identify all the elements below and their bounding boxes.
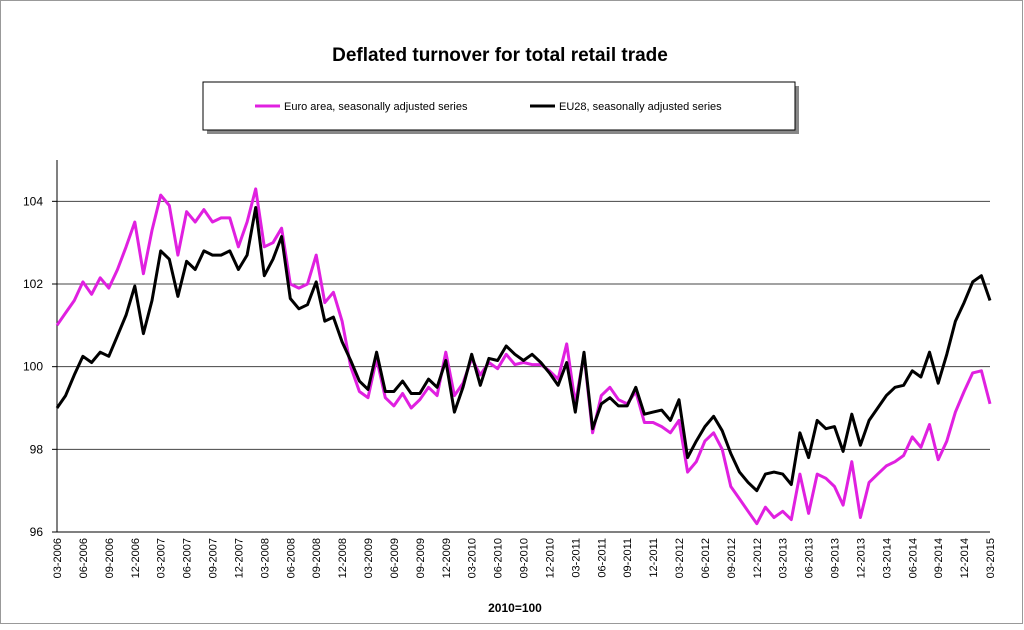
- x-tick-label: 03-2010: [467, 538, 479, 578]
- x-tick-label: 03-2014: [881, 538, 893, 578]
- x-tick-label: 03-2012: [674, 538, 686, 578]
- x-tick-label: 12-2009: [441, 538, 453, 578]
- x-tick-label: 06-2006: [78, 538, 90, 578]
- x-tick-label: 06-2011: [596, 538, 608, 578]
- x-tick-label: 12-2012: [752, 538, 764, 578]
- x-tick-label: 12-2011: [648, 538, 660, 578]
- x-tick-label: 06-2009: [389, 538, 401, 578]
- y-tick-label: 96: [30, 525, 44, 539]
- x-tick-label: 06-2012: [700, 538, 712, 578]
- x-tick-label: 12-2008: [337, 538, 349, 578]
- y-tick-label: 98: [30, 442, 44, 456]
- x-tick-label: 06-2008: [285, 538, 297, 578]
- x-tick-label: 06-2013: [804, 538, 816, 578]
- x-tick-label: 12-2013: [855, 538, 867, 578]
- series-line: [55, 206, 992, 493]
- x-tick-label: 12-2007: [233, 538, 245, 578]
- x-tick-label: 03-2013: [778, 538, 790, 578]
- x-tick-label: 12-2010: [544, 538, 556, 578]
- x-tick-label: 03-2008: [259, 538, 271, 578]
- x-tick-label: 03-2007: [156, 538, 168, 578]
- legend-label: EU28, seasonally adjusted series: [559, 101, 722, 113]
- x-tick-label: 03-2006: [52, 538, 64, 578]
- x-axis-label: 2010=100: [488, 601, 542, 615]
- series-line: [55, 187, 992, 526]
- x-tick-label: 09-2007: [208, 538, 220, 578]
- x-tick-label: 06-2014: [907, 538, 919, 578]
- x-tick-label: 09-2012: [726, 538, 738, 578]
- x-tick-label: 09-2006: [104, 538, 116, 578]
- y-tick-label: 102: [23, 277, 43, 291]
- x-tick-label: 12-2006: [130, 538, 142, 578]
- x-tick-label: 03-2009: [363, 538, 375, 578]
- x-tick-label: 09-2014: [933, 538, 945, 578]
- x-tick-label: 06-2007: [182, 538, 194, 578]
- x-tick-label: 09-2008: [311, 538, 323, 578]
- x-tick-label: 12-2014: [959, 538, 971, 578]
- y-tick-label: 104: [23, 194, 43, 208]
- chart-title: Deflated turnover for total retail trade: [332, 45, 668, 66]
- legend-label: Euro area, seasonally adjusted series: [284, 101, 468, 113]
- y-tick-label: 100: [23, 360, 43, 374]
- x-tick-label: 09-2009: [415, 538, 427, 578]
- x-tick-label: 09-2010: [519, 538, 531, 578]
- x-tick-label: 09-2013: [830, 538, 842, 578]
- x-tick-label: 03-2011: [570, 538, 582, 578]
- x-tick-label: 09-2011: [622, 538, 634, 578]
- x-tick-label: 06-2010: [493, 538, 505, 578]
- x-tick-label: 03-2015: [985, 538, 997, 578]
- legend-box: [202, 81, 796, 131]
